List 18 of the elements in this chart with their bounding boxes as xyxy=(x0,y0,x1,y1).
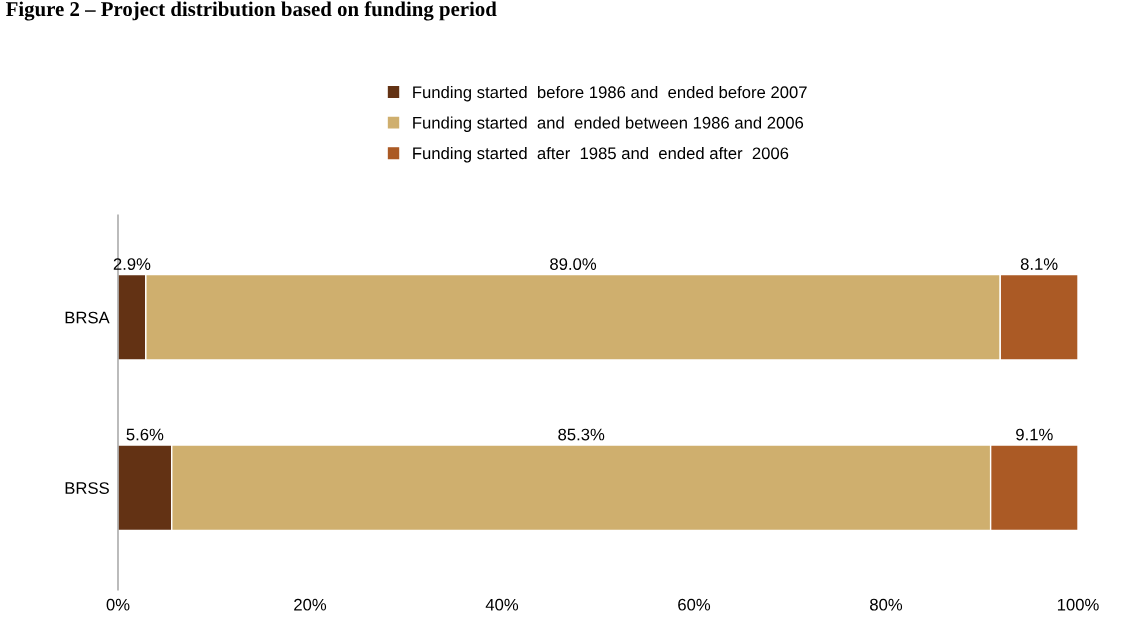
data-label: 85.3% xyxy=(558,428,605,441)
chart-title: Figure 2 – Project distribution based on funding period xyxy=(5,1,497,21)
data-label: 8.1% xyxy=(1020,258,1058,270)
x-tick-label: 0% xyxy=(106,598,130,611)
x-tick-label: 60% xyxy=(678,598,711,611)
data-label: 9.1% xyxy=(1016,428,1053,441)
data-label: 5.6% xyxy=(126,428,164,441)
x-tick-label: 40% xyxy=(485,598,519,611)
data-label: 2.9% xyxy=(113,258,151,270)
x-tick-label: 100% xyxy=(1057,598,1099,611)
data-label: 89.0% xyxy=(550,258,597,270)
legend-label: Funding started and ended between 1986 and 2006 xyxy=(413,116,804,132)
y-tick-label: BRSS xyxy=(65,482,109,494)
x-tick-label: 80% xyxy=(870,598,903,611)
legend-label: Funding started before 1986 and ended before 2007 xyxy=(413,85,807,102)
legend-label: Funding started after 1985 and ended after 2006 xyxy=(413,146,789,163)
x-tick-label: 20% xyxy=(294,598,327,611)
y-tick-label: BRSA xyxy=(65,311,110,324)
